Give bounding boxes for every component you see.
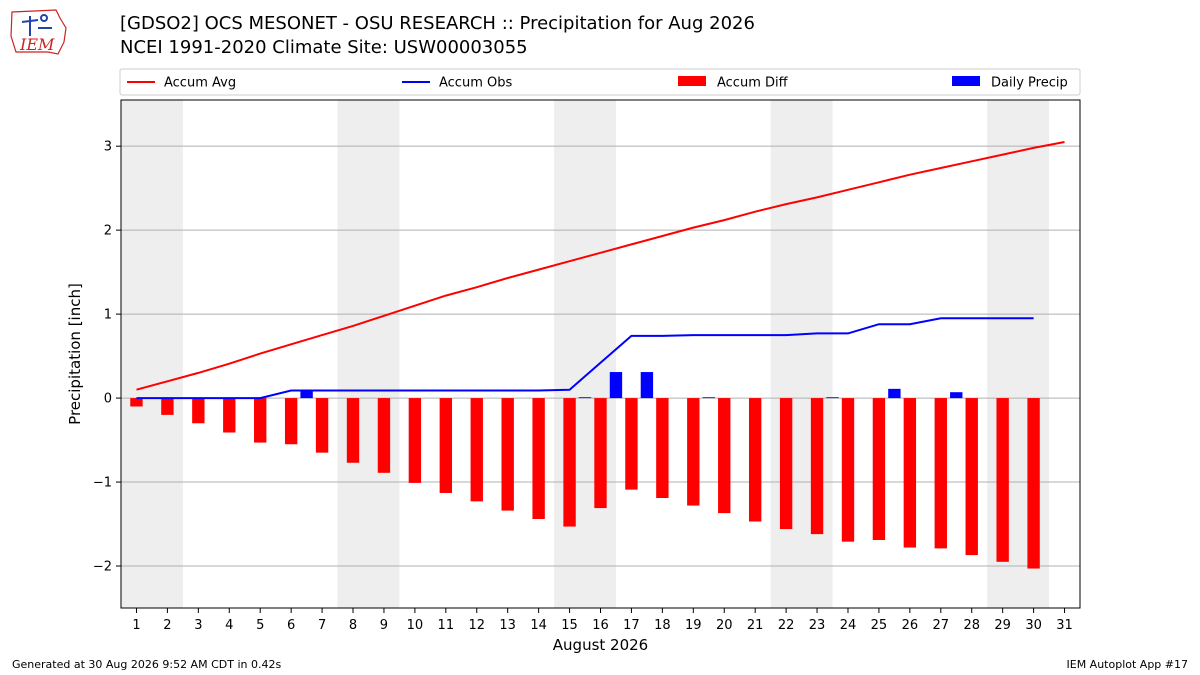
daily-precip-bar — [578, 397, 592, 399]
x-tick-label: 28 — [963, 618, 980, 633]
weekend-shade — [337, 100, 400, 608]
x-tick-label: 31 — [1056, 618, 1073, 633]
accum-diff-bar — [934, 398, 947, 549]
legend-label: Accum Diff — [717, 76, 789, 91]
accum-diff-bar — [563, 398, 576, 527]
daily-precip-bar — [609, 372, 623, 399]
legend-swatch — [678, 76, 706, 86]
accum-diff-bar — [192, 398, 205, 424]
accum-diff-bar — [377, 398, 391, 473]
accum-diff-bar — [718, 398, 731, 514]
accum-diff-bar — [996, 398, 1009, 562]
y-tick-label: 2 — [104, 224, 112, 239]
accum-diff-bar — [841, 398, 855, 542]
legend-box — [119, 68, 1081, 96]
legend-label: Accum Obs — [439, 76, 512, 91]
y-tick-label: −1 — [93, 476, 112, 491]
accum-diff-bar — [625, 398, 638, 490]
accum-diff-bar — [130, 398, 143, 407]
x-tick-label: 30 — [1025, 618, 1042, 633]
footer-generated: Generated at 30 Aug 2026 9:52 AM CDT in … — [12, 658, 282, 671]
x-tick-label: 1 — [132, 618, 140, 633]
accum-diff-bar — [748, 398, 762, 522]
accum-diff-bar — [594, 398, 607, 509]
x-tick-label: 13 — [499, 618, 516, 633]
daily-precip-bar — [950, 392, 963, 399]
x-tick-label: 17 — [623, 618, 640, 633]
x-axis-label: August 2026 — [553, 636, 648, 654]
x-tick-label: 26 — [902, 618, 919, 633]
accum-diff-bar — [965, 398, 978, 556]
x-tick-label: 6 — [287, 618, 295, 633]
x-tick-label: 29 — [994, 618, 1011, 633]
chart-subtitle: NCEI 1991-2020 Climate Site: USW00003055 — [120, 37, 528, 58]
accum-diff-bar — [656, 398, 669, 499]
x-tick-label: 12 — [468, 618, 485, 633]
accum-diff-bar — [284, 398, 298, 445]
x-tick-label: 7 — [318, 618, 326, 633]
y-tick-label: 3 — [104, 140, 112, 155]
x-tick-label: 9 — [380, 618, 388, 633]
accum-diff-bar — [470, 398, 483, 502]
footer-app: IEM Autoplot App #17 — [1066, 658, 1189, 671]
y-tick-label: 1 — [104, 308, 112, 323]
chart-title: [GDSO2] OCS MESONET - OSU RESEARCH :: Pr… — [120, 13, 755, 34]
weekend-shade — [121, 100, 183, 608]
svg-text:IEM: IEM — [19, 35, 55, 54]
accum-diff-bar — [1027, 398, 1040, 569]
legend-label: Accum Avg — [164, 76, 236, 91]
accum-diff-bar — [903, 398, 917, 548]
x-tick-label: 14 — [530, 618, 547, 633]
accum-diff-bar — [223, 398, 236, 433]
accum-diff-bar — [439, 398, 453, 493]
x-tick-label: 18 — [654, 618, 671, 633]
accum-diff-bar — [687, 398, 700, 506]
legend-label: Daily Precip — [991, 76, 1068, 91]
x-tick-label: 27 — [933, 618, 950, 633]
x-tick-label: 21 — [747, 618, 764, 633]
x-tick-label: 25 — [871, 618, 888, 633]
accum-diff-bar — [779, 398, 793, 530]
x-tick-label: 24 — [840, 618, 857, 633]
daily-precip-bar — [300, 390, 313, 399]
accum-diff-bar — [346, 398, 360, 463]
y-tick-label: −2 — [93, 560, 112, 575]
x-tick-label: 16 — [592, 618, 609, 633]
weekend-shade — [554, 100, 616, 608]
accum-avg-line — [136, 141, 1065, 391]
x-tick-label: 22 — [778, 618, 795, 633]
x-tick-label: 19 — [685, 618, 702, 633]
legend-swatch — [952, 76, 980, 86]
accum-diff-bar — [872, 398, 886, 540]
x-tick-label: 20 — [716, 618, 733, 633]
accum-diff-bar — [315, 398, 329, 453]
accum-diff-bar — [501, 398, 514, 511]
x-tick-label: 4 — [225, 618, 233, 633]
accum-diff-bar — [810, 398, 824, 535]
x-tick-label: 8 — [349, 618, 357, 633]
daily-precip-bar — [826, 397, 839, 399]
accum-diff-bar — [408, 398, 422, 483]
x-tick-label: 3 — [194, 618, 202, 633]
accum-obs-line — [136, 317, 1034, 400]
x-tick-label: 5 — [256, 618, 264, 633]
accum-diff-bar — [254, 398, 267, 443]
x-tick-label: 11 — [438, 618, 455, 633]
y-axis-label: Precipitation [inch] — [66, 283, 84, 425]
x-tick-label: 15 — [561, 618, 578, 633]
accum-diff-bar — [532, 398, 545, 519]
iem-logo: IEM — [10, 9, 67, 55]
daily-precip-bar — [702, 397, 715, 399]
daily-precip-bar — [888, 388, 901, 399]
y-tick-label: 0 — [104, 392, 112, 407]
x-tick-label: 23 — [809, 618, 826, 633]
x-tick-label: 10 — [407, 618, 424, 633]
accum-diff-bar — [161, 398, 174, 415]
x-tick-label: 2 — [163, 618, 171, 633]
daily-precip-bar — [640, 372, 654, 399]
